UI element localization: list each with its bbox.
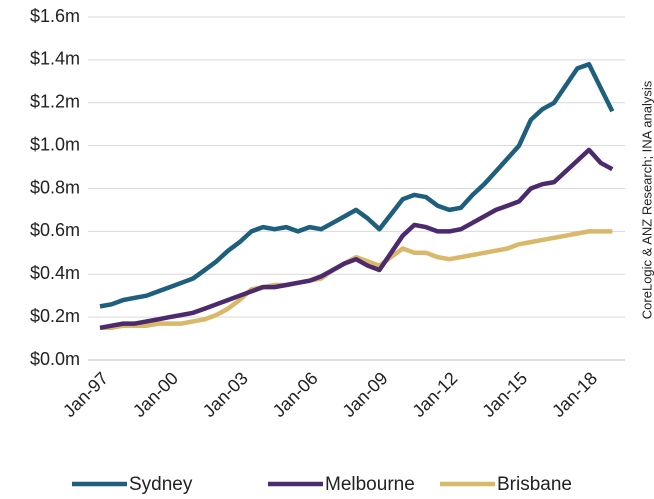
- y-tick-label: $1.0m: [30, 134, 80, 154]
- x-tick-label: Jan-03: [199, 368, 252, 421]
- legend-label: Brisbane: [497, 474, 572, 495]
- x-tick-label: Jan-00: [129, 368, 182, 421]
- legend-label: Melbourne: [325, 474, 415, 495]
- x-tick-label: Jan-12: [408, 368, 461, 421]
- x-tick-label: Jan-09: [339, 368, 392, 421]
- x-tick-label: Jan-18: [548, 368, 601, 421]
- y-tick-label: $0.6m: [30, 220, 80, 240]
- x-tick-label: Jan-97: [59, 368, 112, 421]
- series-line: [99, 61, 615, 309]
- series-line: [99, 147, 614, 331]
- x-tick-label: Jan-15: [478, 368, 531, 421]
- legend-label: Sydney: [129, 474, 193, 495]
- y-tick-label: $0.0m: [30, 349, 80, 369]
- x-tick-label: Jan-06: [269, 368, 322, 421]
- y-tick-label: $0.2m: [30, 306, 80, 326]
- y-tick-label: $1.6m: [30, 6, 80, 26]
- source-note: CoreLogic & ANZ Research; INA analysis: [639, 80, 654, 319]
- y-tick-label: $0.8m: [30, 177, 80, 197]
- y-tick-label: $0.4m: [30, 263, 80, 283]
- y-tick-label: $1.4m: [30, 49, 80, 69]
- series-line: [100, 229, 613, 331]
- y-tick-label: $1.2m: [30, 92, 80, 112]
